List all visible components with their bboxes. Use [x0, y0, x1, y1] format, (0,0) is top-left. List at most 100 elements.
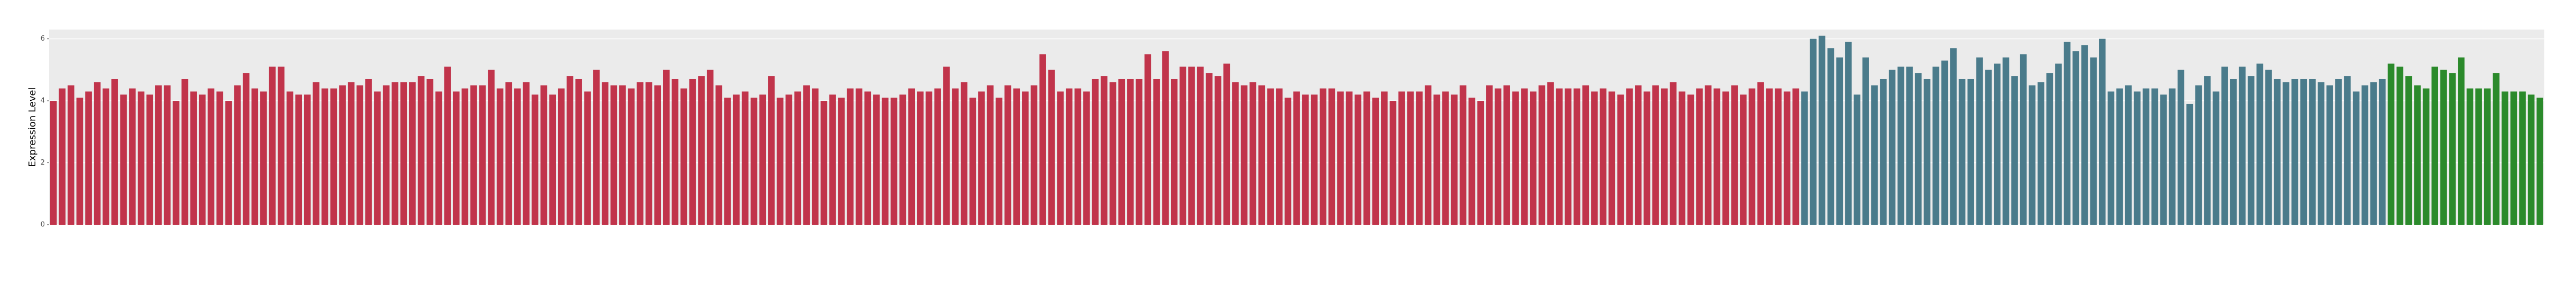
bar	[768, 76, 775, 225]
bar	[1871, 85, 1878, 225]
bar	[1389, 101, 1397, 225]
bar	[1784, 91, 1791, 225]
bar	[1512, 91, 1519, 225]
bar	[960, 82, 968, 225]
bar	[1451, 94, 1458, 225]
bar	[1494, 88, 1502, 225]
bar	[2046, 73, 2053, 225]
bar	[365, 79, 372, 225]
bar	[829, 94, 836, 225]
bar	[1337, 91, 1344, 225]
bar	[1704, 85, 1712, 225]
bar	[2099, 39, 2106, 225]
bar	[278, 66, 285, 225]
bar	[864, 91, 872, 225]
bar	[2177, 70, 2184, 225]
bar	[1109, 82, 1116, 225]
bar	[1162, 51, 1169, 225]
bar	[2405, 76, 2412, 225]
bar	[2230, 79, 2237, 225]
bar	[1661, 88, 1668, 225]
bar	[2186, 103, 2193, 225]
bar	[2248, 76, 2255, 225]
bar	[2510, 91, 2517, 225]
bar	[1057, 91, 1064, 225]
bar	[2291, 79, 2298, 225]
bar	[925, 91, 933, 225]
bar	[1319, 88, 1327, 225]
bar	[1223, 63, 1230, 225]
bar	[1346, 91, 1353, 225]
bar	[1355, 94, 1361, 225]
bar	[1556, 88, 1563, 225]
bar	[1284, 98, 1292, 225]
bar	[444, 66, 451, 225]
bar	[2002, 57, 2010, 225]
bar	[557, 88, 565, 225]
bar	[759, 94, 766, 225]
bar	[891, 98, 897, 225]
bar	[435, 91, 442, 225]
bar	[1328, 88, 1336, 225]
bar	[2116, 88, 2123, 225]
bar	[1819, 35, 1825, 225]
bar	[111, 79, 118, 225]
y-tick-label: 6	[41, 35, 45, 43]
bar	[1022, 91, 1029, 225]
bar	[2397, 66, 2403, 225]
bar	[1065, 88, 1073, 225]
bar	[400, 82, 408, 225]
bar	[742, 91, 749, 225]
bar	[1740, 94, 1747, 225]
bar	[1853, 94, 1861, 225]
bar	[76, 98, 83, 225]
bar	[85, 91, 92, 225]
bar	[1880, 79, 1887, 225]
bar	[102, 88, 110, 225]
bar	[347, 82, 355, 225]
bar	[427, 79, 433, 225]
bar	[680, 88, 687, 225]
bar	[1074, 88, 1082, 225]
bar	[2370, 82, 2377, 225]
bar	[1092, 79, 1099, 225]
bar	[225, 101, 232, 225]
bar	[2020, 54, 2027, 225]
y-tick-label: 4	[41, 97, 45, 105]
bar	[593, 70, 600, 225]
bar	[2344, 76, 2351, 225]
bar	[899, 94, 906, 225]
bar	[1775, 88, 1782, 225]
bar	[59, 88, 66, 225]
bar	[1941, 60, 1948, 225]
bar	[1127, 79, 1134, 225]
bar	[1004, 85, 1011, 225]
bar	[1381, 91, 1388, 225]
bar	[181, 79, 188, 225]
bar	[2204, 76, 2211, 225]
bar	[198, 94, 206, 225]
bar	[1538, 85, 1546, 225]
bar	[374, 91, 381, 225]
bar	[715, 85, 723, 225]
bar	[2151, 88, 2158, 225]
bar	[1967, 79, 1974, 225]
bar	[1521, 88, 1528, 225]
bar	[1635, 85, 1642, 225]
bar	[1722, 91, 1729, 225]
bar	[1477, 101, 1484, 225]
bar	[996, 98, 1002, 225]
bar	[470, 85, 477, 225]
bar	[391, 82, 399, 225]
bar	[2072, 51, 2079, 225]
bar	[461, 88, 469, 225]
bar	[619, 85, 626, 225]
bar	[1757, 82, 1764, 225]
bar	[312, 82, 320, 225]
bar	[1696, 88, 1703, 225]
bar	[1179, 66, 1187, 225]
bar	[1985, 70, 1992, 225]
y-tick-label: 0	[41, 221, 45, 229]
bar	[1906, 66, 1913, 225]
